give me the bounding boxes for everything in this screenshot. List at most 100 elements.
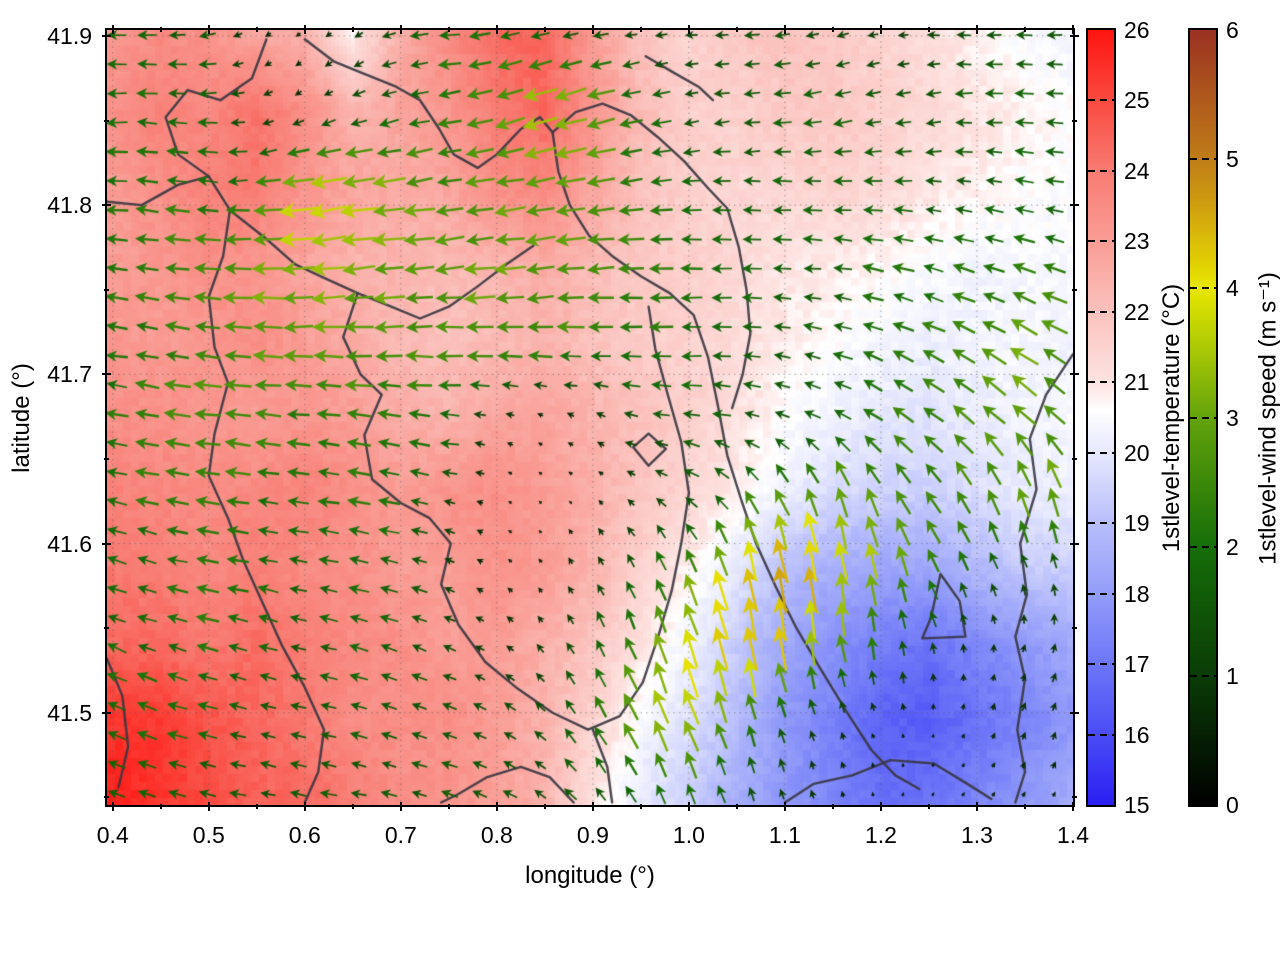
plot-area [105,28,1075,807]
colorbar-tick-label: 6 [1226,17,1239,43]
colorbar-wind-speed-title: 1stlevel-wind speed (m s⁻¹) [1254,272,1280,565]
tick-mark [101,373,111,376]
tick-mark [159,803,162,809]
tick-mark [303,801,306,811]
x-tick-label: 1.0 [672,822,705,848]
tick-mark [639,803,642,809]
tick-mark [351,26,354,32]
tick-mark [879,801,882,811]
tick-mark [1023,26,1026,32]
tick-mark [927,803,930,809]
tick-mark [1072,801,1074,811]
colorbar-tick-label: 1 [1226,662,1239,689]
colorbar-temperature-title: 1stlevel-temperature (°C) [1158,283,1185,553]
tick-mark [1072,24,1074,34]
tick-mark [103,119,109,122]
colorbar-tick-dash [1088,240,1114,243]
tick-mark [831,26,834,32]
colorbar-tick-label: 24 [1124,157,1150,184]
colorbar-tick-dash [1088,310,1114,313]
tick-mark [1071,627,1077,630]
x-tick-label: 0.8 [480,822,513,848]
tick-mark [103,288,109,291]
tick-mark [111,801,114,811]
colorbar-tick-dash [1088,381,1114,384]
tick-mark [255,26,258,32]
x-tick-label: 1.2 [864,822,897,848]
tick-mark [1071,288,1077,291]
y-tick-label: 41.9 [47,22,92,49]
tick-mark [543,26,546,32]
colorbar-tick-label: 17 [1124,651,1150,678]
colorbar-tick-label: 16 [1124,721,1150,748]
y-tick-label: 41.7 [47,361,92,388]
x-tick-label: 1.1 [768,822,801,848]
tick-mark [975,24,978,34]
x-tick-label: 0.9 [576,822,609,848]
tick-mark [255,803,258,809]
tick-mark [103,796,109,799]
tick-mark [1069,373,1079,376]
tick-mark [495,24,498,34]
tick-mark [543,803,546,809]
colorbar-temperature [1086,28,1116,807]
colorbar-tick-dash [1088,733,1114,736]
colorbar-tick-dash [1088,451,1114,454]
tick-mark [1023,803,1026,809]
colorbar-tick-label: 22 [1124,298,1150,325]
tick-mark [495,801,498,811]
tick-mark [207,24,210,34]
tick-mark [591,801,594,811]
tick-mark [1069,204,1079,207]
tick-mark [111,24,114,34]
tick-mark [303,24,306,34]
tick-mark [351,803,354,809]
tick-mark [639,26,642,32]
x-axis-label: longitude (°) [525,862,655,889]
colorbar-tick-dash [1088,522,1114,525]
x-tick-label: 1.3 [960,822,993,848]
tick-mark [687,24,690,34]
colorbar-tick-label: 25 [1124,87,1150,114]
colorbar-tick-dash [1190,545,1216,548]
x-tick-label: 1.4 [1057,822,1089,848]
colorbar-tick-label: 3 [1226,404,1239,431]
colorbar-tick-label: 23 [1124,228,1150,255]
tick-mark [927,26,930,32]
colorbar-tick-label: 0 [1226,792,1239,818]
colorbar-tick-dash [1088,169,1114,172]
tick-mark [207,801,210,811]
tick-mark [783,801,786,811]
y-tick-label: 41.5 [47,699,92,726]
x-tick-label: 0.4 [96,822,129,848]
tick-mark [101,204,111,207]
colorbar-tick-dash [1088,663,1114,666]
x-tick-label: 0.6 [288,822,321,848]
x-tick-label: 0.5 [192,822,225,848]
tick-mark [1069,711,1079,714]
tick-mark [101,542,111,545]
colorbar-tick-label: 26 [1124,17,1150,43]
tick-mark [447,26,450,32]
tick-mark [879,24,882,34]
colorbar-tick-dash [1088,99,1114,102]
colorbar-tick-label: 21 [1124,369,1150,396]
colorbar-tick-label: 19 [1124,510,1150,537]
y-tick-label: 41.8 [47,192,92,219]
colorbar-tick-dash [1190,416,1216,419]
tick-mark [399,24,402,34]
colorbar-tick-label: 2 [1226,533,1239,560]
tick-mark [1069,34,1079,37]
y-axis-label: latitude (°) [8,363,35,473]
tick-mark [735,803,738,809]
tick-mark [159,26,162,32]
colorbar-tick-dash [1190,158,1216,161]
colorbar-tick-dash [1190,674,1216,677]
tick-mark [831,803,834,809]
tick-mark [447,803,450,809]
colorbar-tick-label: 20 [1124,439,1150,466]
tick-mark [101,34,111,37]
colorbar-tick-label: 4 [1226,275,1239,302]
colorbar-wind-speed [1188,28,1218,807]
